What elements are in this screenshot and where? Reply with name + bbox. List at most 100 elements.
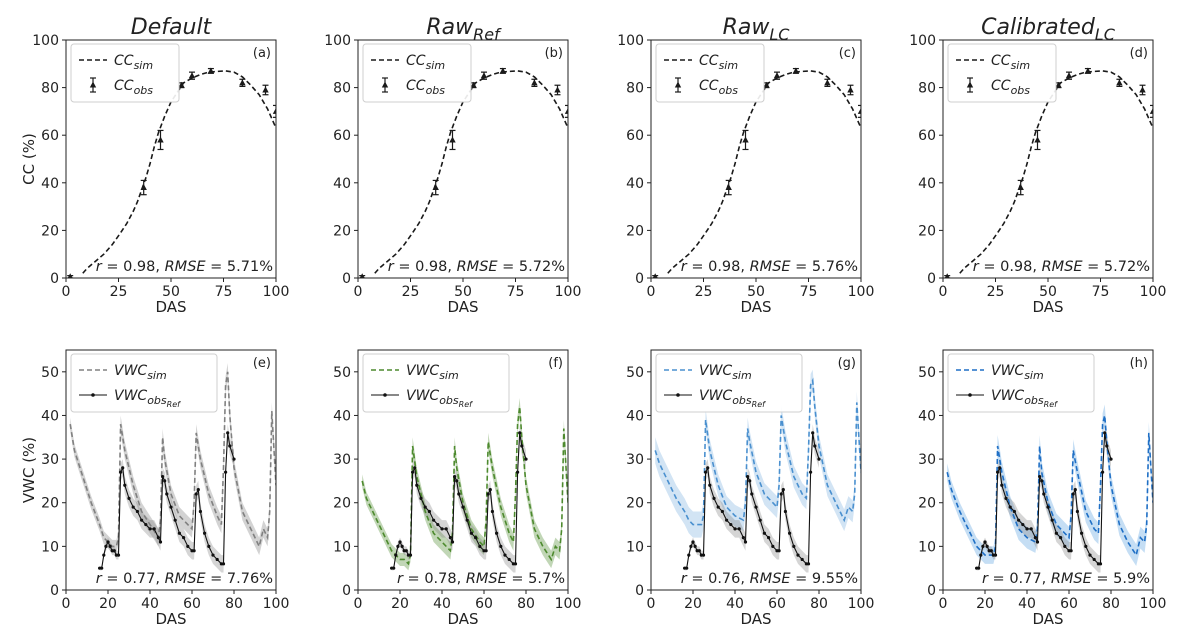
- series-line-sim: [82, 70, 276, 274]
- data-point: [817, 457, 821, 461]
- data-point: [706, 466, 710, 470]
- y-tick-label: 0: [635, 583, 644, 599]
- axes-frame: [650, 349, 862, 591]
- legend-item: CCobs: [381, 77, 445, 97]
- panel-g: 0 20 40 60 80 100 0 10 20 30 40 50 DAS (g) VWCsim VWCob…: [626, 349, 874, 628]
- data-point: [182, 536, 186, 540]
- data-point: [419, 496, 423, 500]
- legend: VWCsim VWCobsRef: [70, 353, 218, 413]
- y-tick-label: 20: [626, 223, 644, 239]
- data-point: [448, 536, 452, 540]
- data-point: [413, 466, 417, 470]
- legend: VWCsim VWCobsRef: [655, 353, 803, 413]
- legend-label: CCsim: [406, 53, 445, 72]
- legend-item: VWCsim: [664, 363, 752, 382]
- y-tick-label: 50: [41, 365, 59, 381]
- data-point: [792, 544, 796, 548]
- data-point: [746, 474, 750, 479]
- x-tick-label: 80: [810, 596, 828, 612]
- data-point: [495, 531, 499, 535]
- data-point: [131, 505, 135, 509]
- stats-label: r = 0.98, RMSE = 5.72%: [973, 259, 1150, 275]
- uncertainty-band: [99, 424, 234, 573]
- data-point: [743, 540, 748, 544]
- data-point: [993, 553, 998, 557]
- x-tick-label: 0: [354, 284, 363, 300]
- series-line-sim: [946, 415, 1153, 558]
- data-point: [1084, 544, 1088, 548]
- data-point: [188, 71, 196, 80]
- y-tick-label: 0: [50, 583, 59, 599]
- data-point: [1008, 505, 1012, 509]
- data-point: [689, 544, 693, 548]
- x-tick-label: 0: [647, 284, 656, 300]
- stats-label: r = 0.78, RMSE = 5.7%: [397, 571, 565, 587]
- data-point: [140, 518, 144, 522]
- x-tick-label: 100: [1140, 284, 1167, 300]
- y-tick-label: 100: [909, 33, 936, 49]
- data-point: [1034, 129, 1041, 151]
- data-point: [754, 505, 758, 509]
- x-tick-label: 40: [141, 596, 159, 612]
- y-tick-label: 30: [333, 452, 351, 468]
- data-point: [1040, 479, 1044, 483]
- stats-label: r = 0.77, RMSE = 7.76%: [96, 571, 273, 587]
- data-point: [773, 71, 781, 80]
- data-point: [1021, 522, 1025, 527]
- data-point: [499, 544, 503, 548]
- plot-area: [67, 67, 276, 278]
- data-point: [977, 566, 981, 570]
- axes-frame: [357, 349, 569, 591]
- data-point: [524, 457, 528, 461]
- x-tick-label: 75: [1092, 284, 1110, 300]
- data-point: [779, 492, 783, 496]
- x-tick-label: 50: [1039, 284, 1057, 300]
- y-tick-label: 60: [333, 128, 351, 144]
- data-point: [432, 518, 436, 522]
- y-tick-label: 40: [41, 408, 59, 424]
- data-point: [1012, 509, 1017, 514]
- data-point: [989, 549, 993, 553]
- plot-area: [361, 398, 568, 573]
- x-tick-label: 20: [684, 596, 702, 612]
- data-point: [531, 78, 538, 88]
- legend-item: CCsim: [664, 53, 738, 72]
- legend-label: CCobs: [699, 78, 738, 97]
- data-point: [1092, 557, 1096, 562]
- y-tick-label: 50: [333, 365, 351, 381]
- legend-box: [70, 43, 180, 103]
- legend-label: CCobs: [991, 78, 1030, 97]
- data-point: [513, 562, 518, 566]
- data-point: [203, 531, 207, 535]
- uncertainty-band: [976, 424, 1111, 573]
- legend-item: VWCobsRef: [664, 388, 766, 409]
- y-tick-label: 0: [342, 583, 351, 599]
- x-tick-label: 0: [62, 596, 71, 612]
- series-line-sim: [959, 70, 1153, 274]
- y-tick-label: 40: [333, 176, 351, 192]
- data-point: [712, 496, 716, 500]
- data-point: [221, 562, 226, 566]
- y-tick-label: 0: [635, 271, 644, 287]
- plot-area: [652, 67, 861, 278]
- x-tick-label: 60: [1060, 596, 1078, 612]
- data-point: [499, 67, 507, 74]
- data-point: [1000, 483, 1004, 487]
- legend-label: VWCobsRef: [699, 388, 766, 409]
- data-point: [704, 470, 708, 474]
- y-tick-label: 40: [626, 176, 644, 192]
- y-tick-label: 10: [333, 539, 351, 555]
- x-axis-label: DAS: [1032, 610, 1063, 628]
- legend-box: [70, 353, 218, 413]
- legend-item: CCobs: [674, 77, 738, 97]
- data-point: [708, 483, 712, 487]
- y-tick-label: 100: [617, 33, 644, 49]
- uncertainty-band: [70, 363, 276, 556]
- x-tick-label: 100: [1140, 596, 1167, 612]
- data-point: [762, 531, 767, 535]
- data-point: [1101, 470, 1105, 474]
- y-tick-label: 80: [626, 81, 644, 97]
- stats-label: r = 0.76, RMSE = 9.55%: [681, 571, 858, 587]
